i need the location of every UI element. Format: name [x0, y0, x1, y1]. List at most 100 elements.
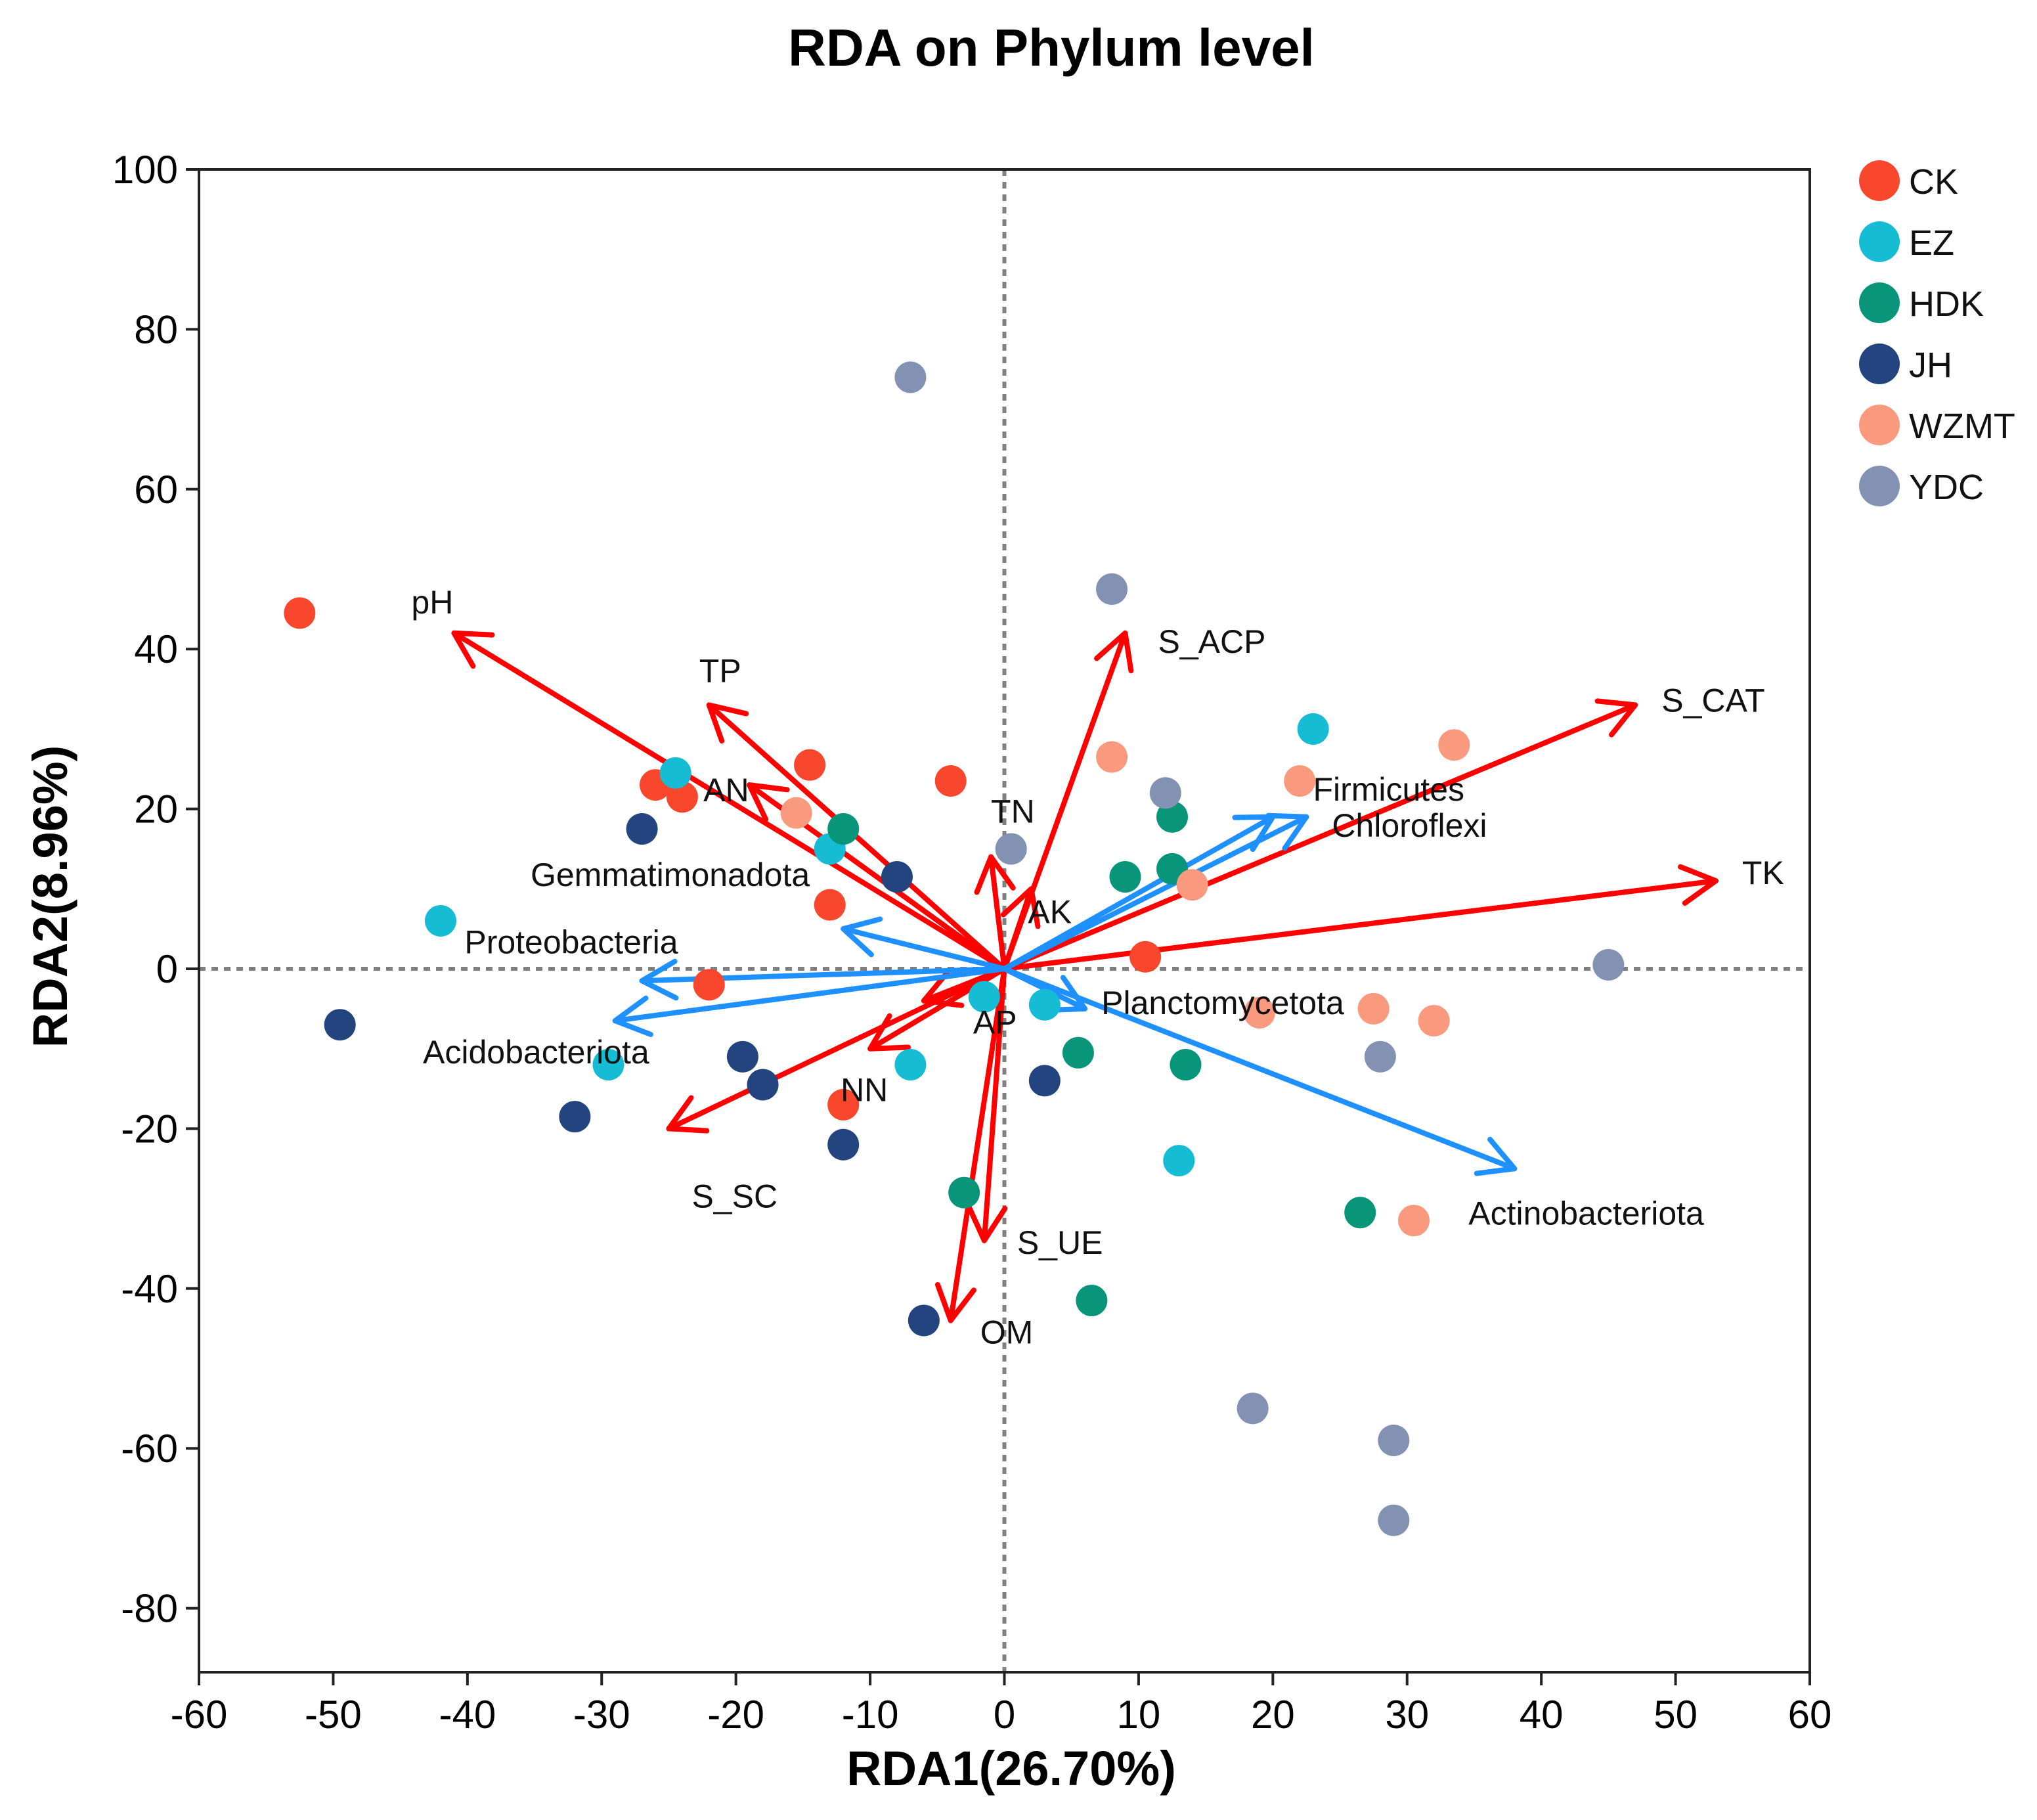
- legend-label-ez: EZ: [1909, 223, 1954, 263]
- x-tick-label: -40: [439, 1693, 496, 1737]
- point-ez: [1163, 1145, 1195, 1177]
- point-ck: [666, 781, 698, 813]
- arrow-label-gemmatimonadota: Gemmatimonadota: [531, 856, 810, 893]
- y-tick-label: 0: [156, 947, 178, 991]
- point-jh: [827, 1128, 860, 1161]
- arrow-label-actinobacteriota: Actinobacteriota: [1468, 1195, 1704, 1232]
- point-wzmt: [1438, 729, 1470, 761]
- x-tick-label: 10: [1117, 1693, 1161, 1737]
- point-wzmt: [780, 797, 812, 829]
- species-arrow-actinobacteriota: [1001, 966, 1518, 1176]
- y-axis-label: RDA2(8.96%): [23, 745, 77, 1048]
- legend: CK EZ HDK JH WZMT YDC: [1859, 160, 2015, 507]
- arrow-label-s_cat: S_CAT: [1661, 682, 1764, 719]
- arrow-label-ap: AP: [973, 1004, 1017, 1041]
- arrow-label-firmicutes: Firmicutes: [1313, 771, 1464, 808]
- point-jh: [908, 1304, 940, 1337]
- arrow-label-om: OM: [980, 1314, 1034, 1350]
- arrow-label-proteobacteria: Proteobacteria: [464, 923, 678, 960]
- species-arrow-chloroflexi-shaft: [1001, 814, 1276, 971]
- legend-marker-ydc: [1859, 466, 1900, 506]
- point-hdk: [1156, 801, 1189, 833]
- y-tick-label: 80: [134, 307, 178, 351]
- point-ck: [1129, 941, 1162, 973]
- legend-label-jh: JH: [1909, 345, 1952, 385]
- point-ck: [827, 1088, 860, 1121]
- reference-lines: [199, 169, 1810, 1672]
- x-tick-label: 40: [1520, 1693, 1564, 1737]
- env-arrow-s_ue-head: [965, 1203, 1008, 1243]
- env-arrow-s_acp: [1001, 630, 1134, 971]
- plot-frame: [198, 168, 1811, 1674]
- point-hdk: [1062, 1036, 1094, 1069]
- point-wzmt: [1176, 869, 1208, 901]
- point-wzmt: [1397, 1205, 1430, 1237]
- point-jh: [881, 861, 913, 893]
- point-ck: [284, 597, 316, 629]
- x-tick-label: 60: [1788, 1693, 1832, 1737]
- env-arrow-ph: [451, 630, 1007, 971]
- point-ydc: [1364, 1040, 1396, 1073]
- y-tick-label: -20: [121, 1107, 178, 1151]
- env-arrow-s_acp-shaft: [1001, 630, 1128, 971]
- point-wzmt: [1357, 992, 1390, 1025]
- legend-marker-wzmt: [1859, 405, 1900, 445]
- x-tick-label: 30: [1385, 1693, 1429, 1737]
- point-ydc: [1592, 948, 1625, 981]
- y-tick-label: 40: [134, 627, 178, 671]
- legend-marker-ck: [1859, 160, 1900, 201]
- point-ez: [1028, 988, 1061, 1021]
- env-arrow-tk-head: [1677, 864, 1719, 906]
- x-tick-label: -60: [171, 1693, 228, 1737]
- point-ydc: [894, 361, 927, 393]
- x-tick-label: -30: [573, 1693, 630, 1737]
- y-tick-label: 100: [112, 148, 178, 192]
- env-arrow-s_sc: [666, 966, 1007, 1134]
- env-arrow-s_sc-shaft: [666, 966, 1007, 1132]
- x-tick-label: 0: [994, 1693, 1015, 1737]
- species-arrow-actinobacteriota-head: [1474, 1136, 1518, 1176]
- legend-label-wzmt: WZMT: [1909, 407, 2015, 446]
- species-arrow-chloroflexi: [1001, 814, 1276, 971]
- arrow-label-planctomycetota: Planctomycetota: [1101, 985, 1344, 1021]
- arrow-labels-layer: pH TP AN TN AK S_ACP S_CAT TK NN AP S_SC S_UE OM Firm…: [411, 584, 1784, 1351]
- point-jh: [726, 1040, 758, 1073]
- point-ez: [659, 757, 691, 789]
- legend-marker-jh: [1859, 344, 1900, 384]
- x-tick-label: -50: [305, 1693, 362, 1737]
- legend-marker-hdk: [1859, 282, 1900, 323]
- x-tick-label: -10: [842, 1693, 899, 1737]
- point-jh: [559, 1101, 591, 1133]
- species-arrow-acidobacteriota: [612, 966, 1007, 1037]
- env-arrow-s_ue: [965, 966, 1008, 1243]
- point-ck: [934, 765, 967, 797]
- point-ydc: [1378, 1504, 1410, 1536]
- species-arrow-gemmatimonadota: [841, 916, 1007, 971]
- arrow-label-tk: TK: [1742, 855, 1784, 891]
- env-arrow-ph-head: [451, 630, 495, 669]
- point-ez: [894, 1049, 927, 1081]
- point-wzmt: [1418, 1005, 1450, 1037]
- x-tick-label: 50: [1654, 1693, 1698, 1737]
- point-ydc: [1378, 1425, 1410, 1457]
- env-arrow-tn-shaft: [988, 854, 1007, 971]
- env-arrow-ap-head: [921, 969, 965, 1008]
- point-hdk: [1076, 1285, 1108, 1317]
- env-arrow-tn-head: [974, 854, 1016, 895]
- point-ez: [1297, 713, 1329, 745]
- arrow-label-s_sc: S_SC: [691, 1178, 778, 1214]
- y-tick-label: -80: [121, 1587, 178, 1631]
- species-arrow-acidobacteriota-shaft: [612, 966, 1007, 1024]
- species-arrow-proteobacteria-head: [639, 958, 679, 1001]
- y-tick-label: 60: [134, 468, 178, 512]
- y-tick-label: 20: [134, 788, 178, 832]
- env-arrow-s_sc-head: [666, 1095, 710, 1134]
- point-ydc: [995, 833, 1027, 865]
- env-arrow-tk-shaft: [1001, 878, 1719, 971]
- legend-marker-ez: [1859, 221, 1900, 262]
- point-hdk: [1109, 861, 1141, 893]
- arrow-label-ak: AK: [1028, 893, 1072, 930]
- env-arrow-s_cat-head: [1594, 698, 1638, 738]
- axis-ticks: -60 -50 -40 -30 -20 -10 0 10 20 30 40 50 60 -80 -60 -40…: [112, 148, 1831, 1737]
- point-ck: [693, 969, 725, 1001]
